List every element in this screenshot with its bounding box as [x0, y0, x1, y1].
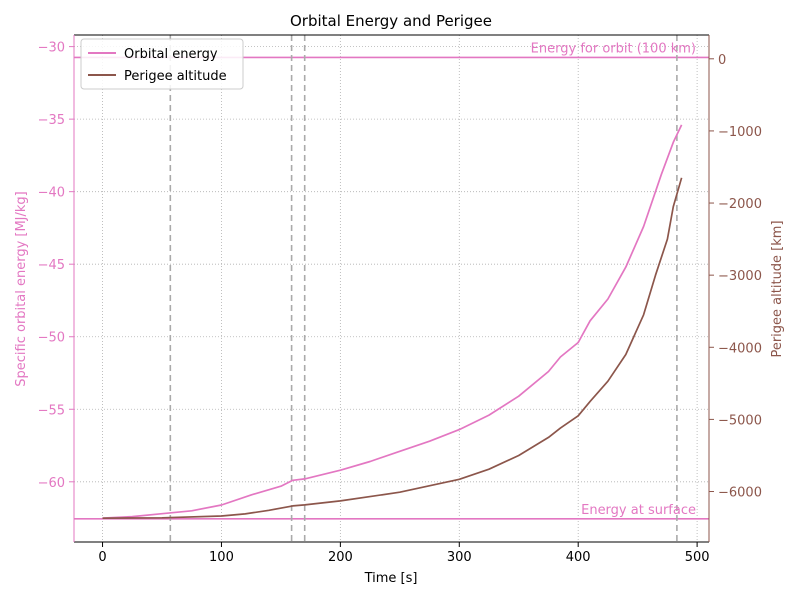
x-tick-label-4: 400 [566, 550, 591, 565]
y-right-tick-label-5: −5000 [718, 413, 762, 428]
reference-labels: Energy for orbit (100 km) Energy at surfa… [531, 41, 696, 517]
x-tick-label-3: 300 [447, 550, 472, 565]
y-left-tick-label-1: −35 [38, 113, 65, 128]
x-tick-label-5: 500 [685, 550, 710, 565]
x-tick-label-1: 100 [209, 550, 234, 565]
y-right-tick-label-2: −2000 [718, 197, 762, 212]
legend-label-perigee-altitude: Perigee altitude [124, 69, 227, 84]
y-left-tick-label-6: −60 [38, 476, 65, 491]
reference-label-1: Energy at surface [581, 503, 696, 518]
y-right-tick-label-3: −3000 [718, 269, 762, 284]
y-axis-left-label: Specific orbital energy [MJ/kg] [14, 191, 29, 386]
x-tick-label-0: 0 [98, 550, 106, 565]
legend: Orbital energy Perigee altitude [80, 38, 244, 90]
y-left-tick-label-3: −45 [38, 258, 65, 273]
event-lines [169, 35, 678, 542]
y-right-tick-label-6: −6000 [718, 486, 762, 501]
y-right-tick-label-1: −1000 [718, 125, 762, 140]
x-tick-label-2: 200 [328, 550, 353, 565]
chart-title: Orbital Energy and Perigee [290, 12, 492, 30]
y-right-tick-label-0: 0 [718, 53, 726, 68]
x-axis-label: Time [s] [364, 571, 418, 586]
series-layer [102, 124, 683, 520]
legend-box [80, 38, 244, 90]
series-line-perigee-altitude [102, 177, 683, 520]
y-left-tick-label-4: −50 [38, 331, 65, 346]
y-left-tick-label-2: −40 [38, 186, 65, 201]
y-left-tick-label-5: −55 [38, 403, 65, 418]
y-left-tick-label-0: −30 [38, 41, 65, 56]
axis-ticks: 0 100 200 300 400 500 −30 −35 −40 −45 −50 −55 −60 0 −1… [38, 41, 762, 565]
y-right-tick-label-4: −4000 [718, 341, 762, 356]
reference-label-0: Energy for orbit (100 km) [531, 41, 696, 56]
legend-label-orbital-energy: Orbital energy [124, 47, 218, 62]
y-axis-right-label: Perigee altitude [km] [770, 220, 785, 357]
series-line-orbital-energy [102, 124, 683, 519]
